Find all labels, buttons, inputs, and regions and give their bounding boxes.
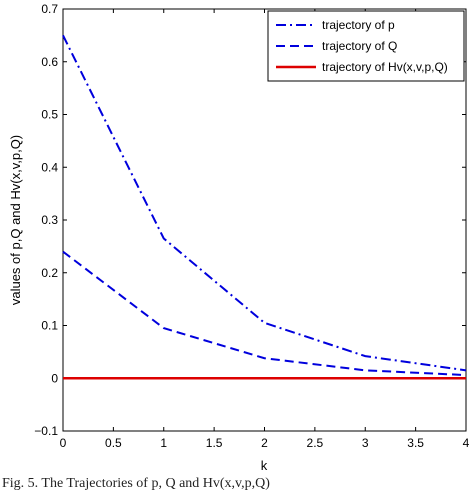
x-tick-label: 2.5 xyxy=(307,436,324,450)
chart: 0 0.5 1 1.5 2 2.5 3 3.5 4 −0.100.10.20.30.40.50.… xyxy=(8,2,470,473)
y-tick-label: 0.4 xyxy=(41,160,58,174)
x-axis-ticks: 0 0.5 1 1.5 2 2.5 3 3.5 4 xyxy=(60,9,470,450)
x-tick-label: 4 xyxy=(463,436,470,450)
y-tick-label: 0.2 xyxy=(41,266,58,280)
x-tick-label: 0.5 xyxy=(105,436,122,450)
y-tick-label: 0 xyxy=(51,371,58,385)
y-tick-label: −0.1 xyxy=(34,424,58,438)
legend-label-2: trajectory of Q xyxy=(322,39,397,53)
y-tick-label: 0.3 xyxy=(41,213,58,227)
series-line-2 xyxy=(62,250,467,377)
y-tick-label: 0.6 xyxy=(41,55,58,69)
figure-caption: Fig. 5. The Trajectories of p, Q and Hv(… xyxy=(2,476,270,491)
x-tick-label: 3 xyxy=(362,436,369,450)
legend-box xyxy=(267,10,465,82)
x-tick-label: 1.5 xyxy=(206,436,223,450)
y-tick-label: 0.5 xyxy=(41,108,58,122)
y-tick-label: 0.1 xyxy=(41,319,58,333)
y-tick-label: 0.7 xyxy=(41,2,58,16)
legend-label-1: trajectory of p xyxy=(322,18,395,32)
legend: trajectory of p trajectory of Q trajectory… xyxy=(267,10,465,82)
x-tick-label: 0 xyxy=(60,436,67,450)
legend-label-3: trajectory of Hv(x,v,p,Q) xyxy=(322,60,448,74)
x-tick-label: 2 xyxy=(261,436,268,450)
y-axis-label: values of p,Q and Hv(x,v,p,Q) xyxy=(8,135,23,305)
y-axis-ticks: −0.1 0 0.1 0.2 0.3 0.4 0.5 0.6 0.7 xyxy=(34,2,466,438)
x-tick-label: 1 xyxy=(160,436,167,450)
series-lines xyxy=(62,34,467,380)
x-tick-label: 3.5 xyxy=(407,436,424,450)
x-axis-label: k xyxy=(261,458,268,473)
